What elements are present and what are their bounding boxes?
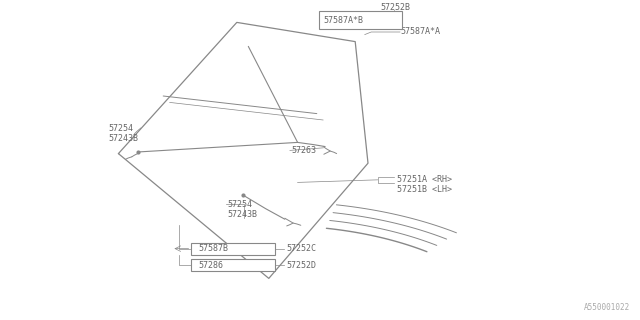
Text: 57252C: 57252C (287, 244, 317, 253)
Text: 57254: 57254 (227, 200, 252, 209)
Bar (191, 259, 275, 271)
Text: 57587A*B: 57587A*B (323, 16, 364, 25)
Text: A550001022: A550001022 (584, 303, 630, 312)
Text: 57251B <LH>: 57251B <LH> (397, 185, 452, 194)
Text: 57587B: 57587B (198, 244, 228, 253)
Text: 57243B: 57243B (227, 210, 257, 219)
Text: 57251A <RH>: 57251A <RH> (397, 175, 452, 184)
Text: 57243B: 57243B (109, 134, 139, 143)
Text: 57254: 57254 (109, 124, 134, 133)
Text: 57587A*A: 57587A*A (400, 28, 440, 36)
Text: 57252B: 57252B (381, 4, 411, 12)
Text: 57286: 57286 (198, 261, 223, 270)
Text: 57263: 57263 (291, 146, 316, 155)
Text: 57252D: 57252D (287, 261, 317, 270)
Bar (191, 243, 275, 255)
Bar (319, 11, 402, 29)
